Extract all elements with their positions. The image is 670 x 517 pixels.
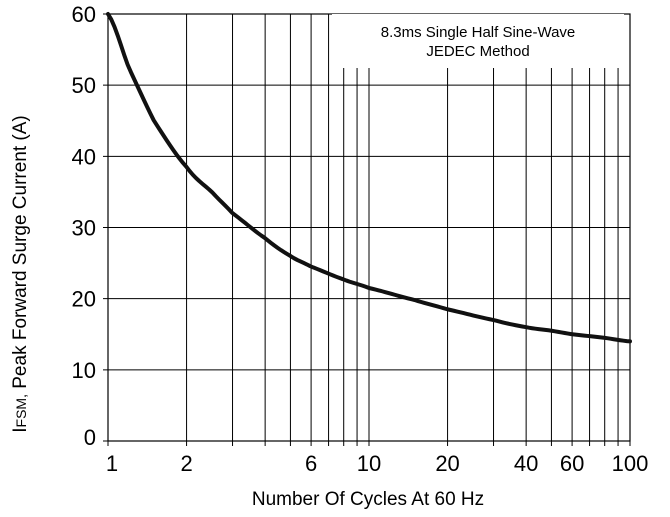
x-tick-label: 20 [435, 451, 459, 476]
x-tick-label: 40 [514, 451, 538, 476]
y-tick-label: 50 [72, 73, 96, 98]
series-group [106, 12, 632, 344]
x-tick-label: 1 [106, 451, 118, 476]
annotation-line-2: JEDEC Method [426, 43, 529, 60]
y-axis-title: IFSM, Peak Forward Surge Current (A) [10, 115, 31, 433]
annotation-box [332, 14, 624, 68]
y-tick-label: 0 [84, 425, 96, 450]
y-tick-label: 30 [72, 216, 96, 241]
y-tick-label: 20 [72, 287, 96, 312]
y-axis-title-sub: FSM, [13, 394, 29, 427]
x-tick-label: 10 [357, 451, 381, 476]
x-tick-label: 6 [305, 451, 317, 476]
annotation-line-1: 8.3ms Single Half Sine-Wave [381, 24, 576, 41]
x-tick-label: 60 [560, 451, 584, 476]
tick-labels: 1 2 6 10 20 40 60 100 0 10 20 30 40 50 60 [72, 2, 649, 476]
y-tick-label: 40 [72, 144, 96, 169]
x-tick-label: 100 [612, 451, 649, 476]
x-axis-title: Number Of Cycles At 60 Hz [252, 489, 484, 510]
y-tick-label: 60 [72, 2, 96, 27]
grid [103, 13, 631, 446]
annotation: 8.3ms Single Half Sine-Wave JEDEC Method [332, 14, 624, 68]
y-tick-label: 10 [72, 358, 96, 383]
y-axis-title-rest: Peak Forward Surge Current (A) [10, 115, 31, 394]
x-tick-label: 2 [180, 451, 192, 476]
surge-current-curve [106, 12, 632, 344]
y-axis-title-main: I [10, 427, 31, 432]
